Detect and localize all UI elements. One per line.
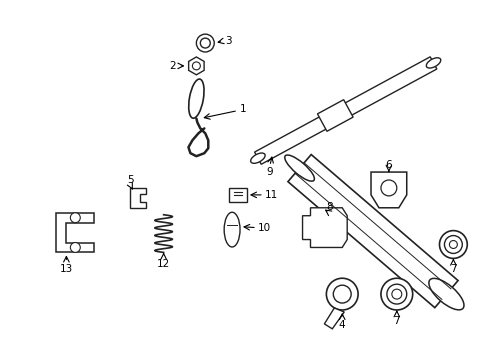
Circle shape [380, 180, 396, 196]
Circle shape [448, 240, 456, 248]
Circle shape [391, 289, 401, 299]
Ellipse shape [426, 58, 440, 68]
Circle shape [386, 284, 406, 304]
Circle shape [333, 285, 350, 303]
Ellipse shape [188, 79, 203, 118]
Circle shape [192, 62, 200, 70]
Text: 9: 9 [266, 167, 273, 177]
Text: 7: 7 [393, 316, 399, 326]
Circle shape [444, 235, 461, 253]
Text: 3: 3 [224, 36, 231, 46]
Circle shape [380, 278, 412, 310]
Circle shape [200, 38, 210, 48]
Text: 2: 2 [168, 61, 175, 71]
Text: 12: 12 [157, 259, 170, 269]
Text: 11: 11 [264, 190, 278, 200]
Text: 5: 5 [127, 175, 134, 185]
Text: 8: 8 [325, 202, 332, 212]
Ellipse shape [224, 212, 240, 247]
Polygon shape [317, 100, 352, 131]
Circle shape [196, 34, 214, 52]
Text: 13: 13 [60, 264, 73, 274]
Polygon shape [254, 57, 436, 164]
Polygon shape [324, 308, 344, 329]
Polygon shape [370, 172, 406, 208]
Polygon shape [188, 57, 203, 75]
Polygon shape [229, 188, 246, 202]
Circle shape [70, 243, 80, 252]
Polygon shape [56, 213, 94, 252]
Circle shape [439, 231, 467, 258]
Ellipse shape [284, 155, 314, 181]
Text: 4: 4 [338, 320, 345, 330]
Polygon shape [287, 154, 457, 308]
Circle shape [70, 213, 80, 223]
Text: 1: 1 [240, 104, 246, 113]
Text: 6: 6 [385, 160, 391, 170]
Ellipse shape [250, 153, 264, 163]
Text: 7: 7 [449, 264, 456, 274]
Circle shape [325, 278, 357, 310]
Text: 10: 10 [257, 222, 270, 233]
Polygon shape [302, 208, 346, 247]
Ellipse shape [428, 278, 463, 310]
Polygon shape [130, 188, 145, 208]
